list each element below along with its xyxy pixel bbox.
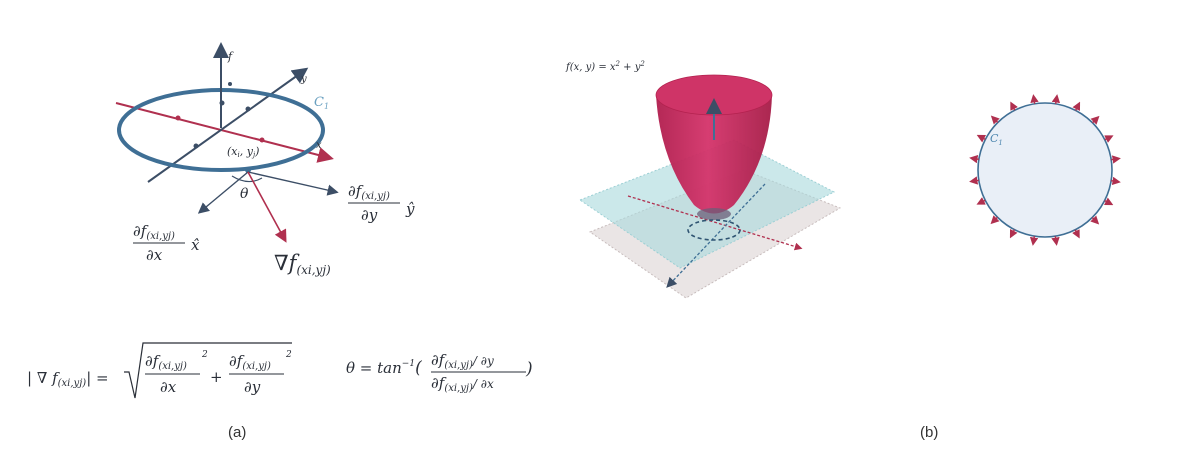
normal-arrow [1009,228,1018,239]
svg-text:+: + [210,368,223,386]
level-curve [687,219,741,241]
axis-point [259,137,265,143]
normal-arrow [990,215,1000,225]
normal-arrow [1010,101,1018,111]
normal-arrow [1051,236,1060,246]
normal-arrow [1103,197,1114,206]
partial-x-label: ∂f(xi,yj) ∂x x̂ [133,222,200,264]
axis-point [175,115,181,121]
disk-c1 [977,102,1113,238]
paraboloid-base [697,208,731,220]
panel-b-disk: C1 (b) [920,94,1121,441]
panel-b-paraboloid: f(x, y) = x2 + y2 [565,60,842,299]
normal-arrow [969,154,979,164]
svg-text:2: 2 [285,350,292,360]
normal-arrow [990,115,1000,125]
f-axis-label: f [227,50,234,63]
normal-arrow [969,176,979,185]
axis-point [219,100,225,106]
normal-arrow [1090,115,1100,125]
svg-text:∂f(xi,yj)/ ∂y: ∂f(xi,yj)/ ∂y [431,351,494,371]
svg-text:∂f(xi,yj): ∂f(xi,yj) [145,352,187,372]
axis-point [193,143,199,149]
theta-label: θ [240,186,249,202]
y-axis-line [147,67,309,183]
normal-arrow [976,197,986,205]
axis-point [245,106,251,112]
svg-text:∂y: ∂y [361,206,378,224]
svg-text:∂f(xi,yj): ∂f(xi,yj) [229,352,271,372]
normal-arrow [1111,176,1121,186]
function-label: f(x, y) = x2 + y2 [565,60,645,73]
normal-arrow [1104,135,1114,143]
point-xi-yj [245,167,251,173]
svg-text:∂f(xi,yj): ∂f(xi,yj) [348,182,390,202]
gradient-label: ∇f(xi,yj) [274,251,331,277]
normal-arrow [1111,155,1121,164]
b-y-axis [666,183,766,288]
axis-point [228,82,232,86]
magnitude-formula: | ∇ f(xi,yj)| = ∂f(xi,yj) 2 ∂x + ∂f(xi,y… [27,342,292,399]
svg-text:| ∇ f(xi,yj)| =: | ∇ f(xi,yj)| = [27,369,109,389]
svg-text:∂f(xi,yj): ∂f(xi,yj) [133,222,175,242]
svg-text:∂f(xi,yj)/ ∂x: ∂f(xi,yj)/ ∂x [431,374,494,394]
svg-text:ŷ: ŷ [405,200,415,218]
partial-x-arrow [197,171,249,214]
partial-y-label: ∂f(xi,yj) ∂y ŷ [348,182,415,224]
normal-arrow [1072,229,1080,239]
normal-arrow [1072,101,1081,112]
caption-a: (a) [228,424,246,441]
angle-formula: θ = tan−1( ∂f(xi,yj)/ ∂y ∂f(xi,yj)/ ∂x ) [346,351,533,394]
normal-arrow [976,134,987,143]
svg-text:∂x: ∂x [160,378,177,396]
point-label: (xi, yj) [227,145,259,159]
x-axis-label: x [316,140,322,151]
gradient-arrow [247,171,287,243]
normal-arrow [1090,215,1100,225]
paraboloid-surface [656,95,772,214]
svg-text:∂x: ∂x [146,246,163,264]
normal-arrow [1029,236,1039,246]
disk-c1-label: C1 [990,132,1003,147]
panel-a: f y x C1 (xi, yj) θ ∂f(xi,yj) ∂y ŷ ∂f(xi… [27,42,533,441]
svg-text:): ) [525,359,533,379]
svg-text:x̂: x̂ [191,236,200,254]
partial-y-arrow [247,171,339,196]
normal-arrow [1030,94,1039,104]
angle-arc [231,175,263,183]
svg-text:2: 2 [201,350,208,360]
svg-text:θ = tan−1(: θ = tan−1( [346,358,422,378]
x-axis-line [115,102,334,163]
caption-b: (b) [920,424,938,441]
normal-arrow [1051,94,1061,104]
c1-label: C1 [314,95,329,111]
svg-text:∂y: ∂y [244,378,261,396]
y-axis-label: y [300,74,307,85]
